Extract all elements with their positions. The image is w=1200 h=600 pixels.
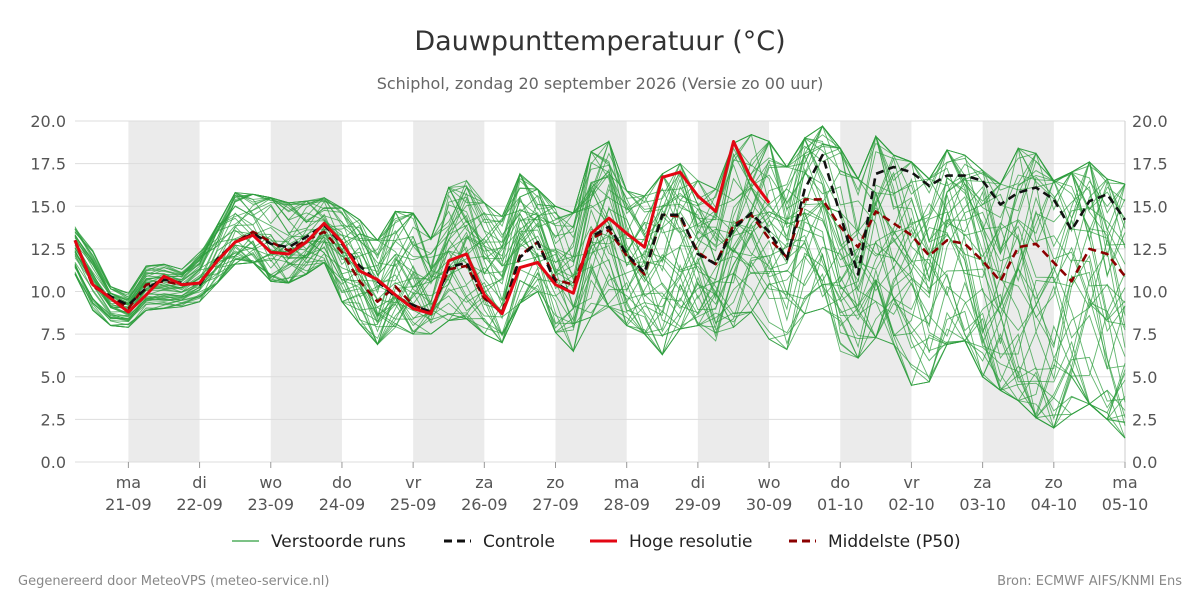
ensemble-member-47 <box>74 231 1126 430</box>
y-tick-left-4: 10.0 <box>30 283 66 302</box>
ensemble-member-21 <box>74 192 1126 429</box>
x-tick-date-4: 25-09 <box>390 495 437 514</box>
x-tick-date-5: 26-09 <box>461 495 508 514</box>
x-tick-day-8: di <box>691 473 706 492</box>
x-tick-day-12: za <box>974 473 992 492</box>
x-axis: ma 21-09 di 22-09 wo 23-09 do 24-09 vr 25-09 za 26-… <box>105 462 1148 514</box>
chart-title: Dauwpunttemperatuur (°C) <box>414 26 785 57</box>
x-tick-day-13: zo <box>1045 473 1063 492</box>
x-tick-date-11: 02-10 <box>888 495 935 514</box>
y-tick-right-6: 15.0 <box>1132 197 1168 216</box>
x-tick-day-10: do <box>830 473 850 492</box>
hires-line <box>73 140 771 316</box>
x-tick-date-6: 27-09 <box>532 495 579 514</box>
x-tick-day-6: zo <box>546 473 564 492</box>
ensemble-member-40 <box>74 135 1126 360</box>
x-tick-date-10: 01-10 <box>817 495 864 514</box>
x-tick-day-7: ma <box>614 473 639 492</box>
x-tick-day-14: ma <box>1112 473 1137 492</box>
y-axis-left: 0.0 2.5 5.0 7.5 10.0 12.5 15.0 17.5 20.0 <box>30 112 66 472</box>
series-lines <box>73 140 1127 316</box>
x-tick-date-12: 03-10 <box>959 495 1006 514</box>
y-tick-right-4: 10.0 <box>1132 283 1168 302</box>
y-tick-left-8: 20.0 <box>30 112 66 131</box>
ensemble-member-38 <box>74 125 1126 328</box>
ensemble-member-49 <box>74 149 1126 353</box>
legend-label-hires: Hoge resolutie <box>629 532 753 552</box>
ensemble-member-13 <box>74 154 1126 429</box>
legend-label-control: Controle <box>483 532 555 552</box>
x-tick-date-7: 28-09 <box>603 495 650 514</box>
x-tick-day-0: ma <box>116 473 141 492</box>
ensemble-member-25 <box>74 208 1126 421</box>
y-tick-left-1: 2.5 <box>41 410 66 429</box>
x-tick-date-2: 23-09 <box>248 495 295 514</box>
x-tick-date-14: 05-10 <box>1102 495 1149 514</box>
y-tick-left-6: 15.0 <box>30 197 66 216</box>
ensemble-member-50 <box>74 140 1126 439</box>
chart-subtitle: Schiphol, zondag 20 september 2026 (Vers… <box>377 74 824 93</box>
footer-credit: Gegenereerd door MeteoVPS (meteo-service… <box>18 574 329 589</box>
x-tick-date-9: 30-09 <box>746 495 793 514</box>
y-axis-right: 0.0 2.5 5.0 7.5 10.0 12.5 15.0 17.5 20.0 <box>1132 112 1168 472</box>
y-tick-right-5: 12.5 <box>1132 240 1168 259</box>
ensemble-member-43 <box>74 168 1126 359</box>
y-tick-right-2: 5.0 <box>1132 368 1157 387</box>
ensemble-member-48 <box>74 134 1126 326</box>
legend-label-p50: Middelste (P50) <box>828 532 961 552</box>
x-tick-day-4: vr <box>405 473 421 492</box>
x-tick-date-8: 29-09 <box>675 495 722 514</box>
y-tick-left-0: 0.0 <box>41 453 66 472</box>
ensemble-lines <box>74 124 1126 439</box>
y-tick-right-3: 7.5 <box>1132 325 1157 344</box>
y-tick-right-1: 2.5 <box>1132 410 1157 429</box>
x-tick-day-9: wo <box>758 473 781 492</box>
ensemble-member-42 <box>74 141 1126 338</box>
p50-line <box>73 198 1127 314</box>
ensemble-member-32 <box>74 185 1126 419</box>
x-tick-day-5: za <box>475 473 493 492</box>
y-tick-right-7: 17.5 <box>1132 155 1168 174</box>
x-tick-date-3: 24-09 <box>319 495 366 514</box>
x-tick-day-2: wo <box>259 473 282 492</box>
legend: Verstoorde runs Controle Hoge resolutie Mid… <box>232 532 961 552</box>
ensemble-member-17 <box>74 162 1126 339</box>
footer-source: Bron: ECMWF AIFS/KNMI Ens <box>997 574 1182 589</box>
x-tick-date-0: 21-09 <box>105 495 152 514</box>
ensemble-member-46 <box>74 133 1126 305</box>
x-tick-date-13: 04-10 <box>1031 495 1078 514</box>
ensemble-member-15 <box>74 135 1126 371</box>
ensemble-member-35 <box>74 135 1126 426</box>
y-tick-left-2: 5.0 <box>41 368 66 387</box>
y-tick-left-7: 17.5 <box>30 155 66 174</box>
x-tick-day-11: vr <box>903 473 919 492</box>
y-tick-left-5: 12.5 <box>30 240 66 259</box>
legend-label-ensemble: Verstoorde runs <box>271 532 406 552</box>
x-tick-date-1: 22-09 <box>176 495 223 514</box>
y-tick-right-0: 0.0 <box>1132 453 1157 472</box>
x-tick-day-1: di <box>192 473 207 492</box>
y-tick-left-3: 7.5 <box>41 325 66 344</box>
y-tick-right-8: 20.0 <box>1132 112 1168 131</box>
x-tick-day-3: do <box>332 473 352 492</box>
